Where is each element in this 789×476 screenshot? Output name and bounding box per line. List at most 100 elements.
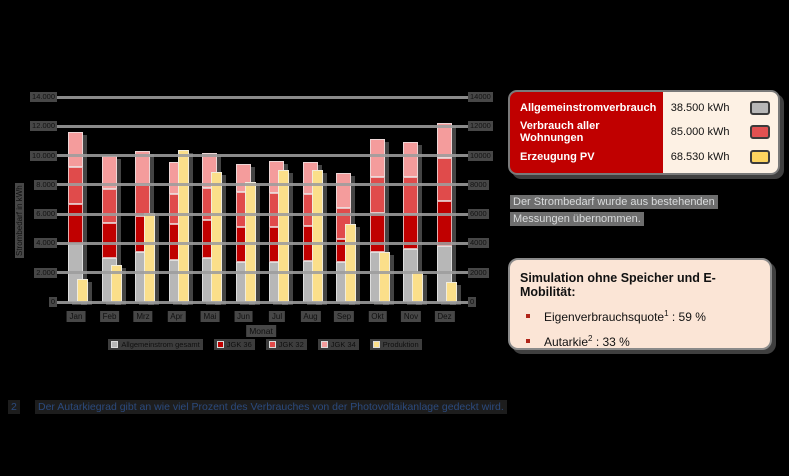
simulation-bullet-text: Autarkie2 : 33 % — [544, 334, 630, 349]
pv-bar-okt — [378, 252, 390, 302]
gridline-6000 — [53, 212, 470, 216]
bar-segment-jgk-36 — [101, 222, 117, 259]
summary-row-0: Allgemeinstromverbrauch 38.500 kWh — [510, 96, 778, 120]
y-tick-right-1: 2000 — [468, 267, 489, 278]
legend-item-allgemeinstrom-gesamt: Allgemeinstrom gesamt — [108, 339, 203, 350]
pv-bar-aug — [311, 170, 323, 302]
gridline-14000 — [53, 95, 470, 99]
x-tick-mai: Mai — [200, 311, 220, 322]
footnote-text: Der Autarkiegrad gibt an wie viel Prozen… — [35, 400, 507, 414]
legend-label: JGK 34 — [330, 340, 356, 349]
stacked-bar-jan — [68, 132, 83, 302]
simulation-bullets: Eigenverbrauchsquote1 : 59 % Autarkie2 : … — [520, 309, 760, 349]
gridline-8000 — [53, 183, 470, 187]
bullet-term: Autarkie — [544, 335, 589, 349]
legend-swatch-icon — [111, 341, 119, 348]
y-tick-left-3: 6.000 — [34, 209, 57, 220]
summary-swatch-icon — [749, 101, 770, 116]
simulation-bullet-0: Eigenverbrauchsquote1 : 59 % — [520, 309, 760, 324]
pv-bar-nov — [412, 271, 423, 302]
gridline-2000 — [53, 271, 470, 275]
legend-label: JGK 36 — [226, 340, 252, 349]
simulation-title: Simulation ohne Speicher und E-Mobilität… — [520, 271, 716, 299]
y-tick-right-4: 8000 — [468, 179, 489, 190]
bar-segment-jgk-36 — [369, 213, 385, 253]
bar-segment-jgk-32 — [369, 176, 385, 214]
summary-label: Erzeugung PV — [520, 150, 595, 163]
bar-segment-jgk-32 — [135, 184, 150, 216]
pv-bar-sep — [345, 224, 356, 302]
summary-value: 85.000 kWh — [670, 126, 730, 139]
y-tick-right-7: 14000 — [468, 92, 493, 102]
bullet-icon — [526, 338, 530, 343]
pv-bar-mai — [211, 171, 222, 302]
bar-segment-jgk-34 — [436, 123, 452, 159]
bullet-footnote-ref: 1 — [664, 309, 669, 318]
x-tick-apr: Apr — [167, 311, 186, 322]
y-tick-left-0: 0 — [48, 297, 57, 307]
summary-value-wrap: 68.530 kWh — [663, 149, 778, 164]
x-tick-aug: Aug — [300, 311, 321, 322]
bullet-value: : 33 % — [592, 335, 630, 349]
legend-label: JGK 32 — [278, 340, 304, 349]
legend-item-jgk-36: JGK 36 — [213, 339, 255, 350]
summary-label: Allgemeinstromverbrauch — [520, 102, 657, 115]
x-tick-sep: Sep — [333, 311, 355, 322]
pv-bar-apr — [177, 150, 189, 302]
y-tick-right-6: 12000 — [468, 121, 493, 132]
x-tick-feb: Feb — [99, 311, 120, 322]
note-text-line: Der Strombedarf wurde aus bestehenden Me… — [510, 195, 718, 226]
simulation-bullet-text: Eigenverbrauchsquote1 : 59 % — [544, 309, 706, 324]
simulation-box: Simulation ohne Speicher und E-Mobilität… — [508, 258, 772, 350]
legend-label: Produktion — [382, 340, 419, 349]
gridline-0 — [53, 300, 470, 304]
x-tick-jan: Jan — [66, 311, 86, 322]
consumption-summary-table: Allgemeinstromverbrauch 38.500 kWh Verbrau… — [508, 90, 780, 175]
gridline-10000 — [53, 154, 470, 158]
bullet-icon — [526, 313, 530, 318]
y-tick-right-3: 6000 — [468, 209, 489, 220]
x-tick-nov: Nov — [400, 311, 422, 322]
summary-value: 68.530 kWh — [670, 150, 730, 163]
legend-swatch-icon — [216, 341, 224, 348]
y-tick-left-4: 8.000 — [34, 179, 57, 190]
bar-segment-jgk-34 — [403, 142, 418, 177]
x-tick-jul: Jul — [268, 311, 286, 322]
pv-bar-jan — [77, 278, 88, 302]
pv-bar-dez — [445, 281, 457, 302]
legend-label: Allgemeinstrom gesamt — [121, 340, 200, 349]
summary-row-2: Erzeugung PV 68.530 kWh — [510, 145, 778, 169]
y-tick-left-7: 14.000 — [30, 92, 57, 102]
plot-area — [49, 94, 470, 305]
x-axis-title: Monat — [246, 325, 276, 337]
legend-swatch-icon — [268, 341, 276, 348]
legend-swatch-icon — [320, 341, 328, 348]
footnote-marker: 2 — [8, 400, 20, 414]
bullet-term: Eigenverbrauchsquote — [544, 310, 665, 324]
gridline-4000 — [53, 241, 470, 245]
summary-value-wrap: 85.000 kWh — [663, 125, 778, 140]
summary-label: Verbrauch aller Wohnungen — [520, 120, 600, 145]
x-tick-mrz: Mrz — [133, 311, 153, 322]
pv-bar-jul — [278, 170, 289, 302]
summary-value: 38.500 kWh — [670, 102, 730, 115]
bullet-value: : 59 % — [668, 310, 706, 324]
note-text: Der Strombedarf wurde aus bestehenden Me… — [510, 194, 772, 228]
summary-row-1: Verbrauch aller Wohnungen 85.000 kWh — [510, 120, 778, 144]
legend-swatch-icon — [372, 341, 380, 348]
summary-swatch-icon — [749, 125, 770, 140]
summary-swatch-icon — [749, 149, 770, 164]
legend-item-jgk-32: JGK 32 — [265, 339, 307, 350]
bar-segment-jgk-32 — [101, 189, 117, 223]
bar-segment-jgk-34 — [336, 173, 351, 209]
y-tick-left-2: 4.000 — [34, 238, 57, 249]
y-tick-right-5: 10000 — [468, 150, 493, 161]
y-tick-left-5: 10.000 — [30, 150, 57, 161]
y-tick-right-2: 4000 — [468, 238, 489, 249]
bar-segment-jgk-36 — [436, 200, 452, 246]
y-tick-right-0: 0 — [468, 297, 477, 307]
bar-segment-jgk-34 — [68, 132, 83, 168]
bar-segment-jgk-32 — [436, 158, 452, 201]
x-tick-dez: Dez — [434, 311, 455, 322]
